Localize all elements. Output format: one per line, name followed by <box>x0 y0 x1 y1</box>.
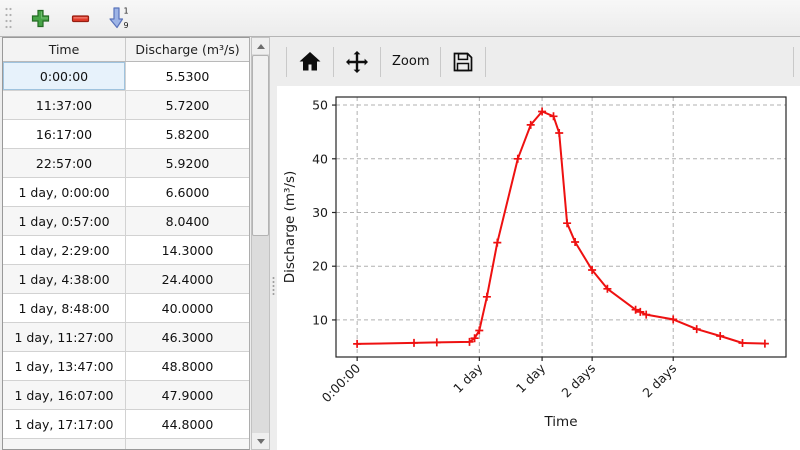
table-row[interactable]: 1 day, 0:57:00 8.0400 <box>3 207 249 236</box>
svg-text:40: 40 <box>312 151 328 166</box>
time-cell[interactable]: 1 day, 0:57:00 <box>3 207 126 236</box>
data-table-body: 0:00:00 5.5300 11:37:00 5.7200 16:17:00 5.820… <box>3 62 249 449</box>
scroll-thumb[interactable] <box>252 55 269 236</box>
add-row-button[interactable] <box>27 5 53 31</box>
separator <box>333 46 334 77</box>
column-header-time[interactable]: Time <box>3 38 126 61</box>
scroll-down-button[interactable] <box>252 433 269 449</box>
save-icon <box>454 52 473 71</box>
table-row[interactable]: 22:57:00 5.9200 <box>3 149 249 178</box>
svg-text:Discharge (m³/s): Discharge (m³/s) <box>282 171 298 284</box>
plus-icon <box>31 9 49 27</box>
time-cell[interactable]: 11:37:00 <box>3 91 126 120</box>
panel-splitter[interactable] <box>270 37 277 450</box>
table-row[interactable]: 1 day, 2:29:00 14.3000 <box>3 236 249 265</box>
time-cell[interactable]: 1 day, 17:17:00 <box>3 410 126 439</box>
table-scrollbar[interactable] <box>251 37 270 450</box>
discharge-cell[interactable]: 5.9200 <box>126 149 249 178</box>
svg-text:1 day: 1 day <box>513 360 549 396</box>
time-cell[interactable]: 1 day, 16:07:00 <box>3 381 126 410</box>
table-header: Time Discharge (m³/s) <box>3 38 249 62</box>
save-button[interactable] <box>446 44 480 80</box>
remove-row-button[interactable] <box>67 5 93 31</box>
table-row[interactable]: 0:00:00 5.5300 <box>3 62 249 91</box>
column-header-discharge[interactable]: Discharge (m³/s) <box>135 42 240 57</box>
time-cell[interactable]: 0:00:00 <box>3 62 126 91</box>
time-cell[interactable]: 22:57:00 <box>3 149 126 178</box>
table-row[interactable]: 16:17:00 5.8200 <box>3 120 249 149</box>
discharge-cell[interactable]: 47.9000 <box>126 381 249 410</box>
chart-panel: Zoom 10 20 30 40 50 0:00:00 1 day 1 day 2 days 2 … <box>277 37 800 450</box>
table-row[interactable]: 1 day, 8:48:00 40.0000 <box>3 294 249 323</box>
discharge-cell[interactable]: 24.4000 <box>126 265 249 294</box>
svg-text:50: 50 <box>312 98 328 113</box>
table-row-partial[interactable] <box>3 439 249 449</box>
scroll-up-button[interactable] <box>252 38 269 54</box>
discharge-cell[interactable]: 14.3000 <box>126 236 249 265</box>
time-cell[interactable]: 1 day, 13:47:00 <box>3 352 126 381</box>
table-row[interactable]: 1 day, 4:38:00 24.4000 <box>3 265 249 294</box>
svg-text:1: 1 <box>123 7 128 16</box>
time-cell[interactable]: 1 day, 4:38:00 <box>3 265 126 294</box>
separator <box>793 46 794 77</box>
discharge-cell[interactable]: 8.0400 <box>126 207 249 236</box>
pan-button[interactable] <box>339 44 375 80</box>
table-row[interactable]: 1 day, 16:07:00 47.9000 <box>3 381 249 410</box>
time-cell[interactable]: 1 day, 2:29:00 <box>3 236 126 265</box>
data-table: Time Discharge (m³/s) 0:00:00 5.5300 11:37… <box>2 37 250 450</box>
discharge-cell[interactable]: 5.5300 <box>126 62 249 91</box>
arrow-up-icon <box>256 43 265 49</box>
table-row[interactable]: 1 day, 11:27:00 46.3000 <box>3 323 249 352</box>
sort-numeric-icon: 1 9 <box>108 7 128 30</box>
toolbar-drag-handle[interactable] <box>4 5 13 31</box>
grip-dots-icon <box>5 7 12 29</box>
sort-rows-button[interactable]: 1 9 <box>107 5 133 31</box>
time-cell[interactable]: 1 day, 8:48:00 <box>3 294 126 323</box>
svg-text:10: 10 <box>312 312 328 327</box>
arrow-down-icon <box>256 438 265 444</box>
svg-text:0:00:00: 0:00:00 <box>319 360 364 405</box>
time-cell[interactable]: 16:17:00 <box>3 120 126 149</box>
chart-plot-area[interactable]: 10 20 30 40 50 0:00:00 1 day 1 day 2 days 2 days T… <box>277 86 800 450</box>
separator <box>440 46 442 77</box>
svg-text:1 day: 1 day <box>450 360 486 396</box>
discharge-cell[interactable] <box>126 439 249 449</box>
main-toolbar: 1 9 <box>0 0 800 37</box>
svg-text:Time: Time <box>543 414 577 430</box>
time-cell[interactable]: 1 day, 11:27:00 <box>3 323 126 352</box>
minus-icon <box>71 14 89 22</box>
separator <box>286 46 287 77</box>
time-cell[interactable] <box>3 439 126 449</box>
zoom-button[interactable]: Zoom <box>386 44 435 80</box>
discharge-cell[interactable]: 40.0000 <box>126 294 249 323</box>
chart-toolbar: Zoom <box>277 37 800 86</box>
splitter-handle-icon <box>272 277 275 295</box>
discharge-cell[interactable]: 5.8200 <box>126 120 249 149</box>
home-icon <box>299 52 321 71</box>
discharge-cell[interactable]: 46.3000 <box>126 323 249 352</box>
discharge-cell[interactable]: 44.8000 <box>126 410 249 439</box>
svg-text:9: 9 <box>123 21 128 30</box>
svg-text:20: 20 <box>312 259 328 274</box>
table-row[interactable]: 11:37:00 5.7200 <box>3 91 249 120</box>
svg-text:30: 30 <box>312 205 328 220</box>
pan-move-icon <box>346 50 368 73</box>
discharge-cell[interactable]: 6.6000 <box>126 178 249 207</box>
svg-text:2 days: 2 days <box>558 361 598 401</box>
table-row[interactable]: 1 day, 0:00:00 6.6000 <box>3 178 249 207</box>
table-row[interactable]: 1 day, 17:17:00 44.8000 <box>3 410 249 439</box>
separator <box>380 46 381 77</box>
time-cell[interactable]: 1 day, 0:00:00 <box>3 178 126 207</box>
discharge-cell[interactable]: 48.8000 <box>126 352 249 381</box>
svg-text:2 days: 2 days <box>639 361 679 401</box>
home-button[interactable] <box>292 44 328 80</box>
separator <box>485 46 487 77</box>
discharge-cell[interactable]: 5.7200 <box>126 91 249 120</box>
table-row[interactable]: 1 day, 13:47:00 48.8000 <box>3 352 249 381</box>
